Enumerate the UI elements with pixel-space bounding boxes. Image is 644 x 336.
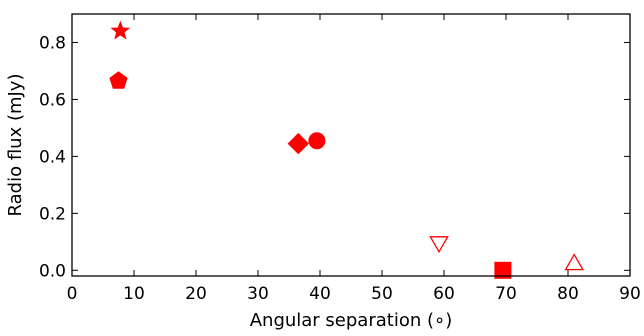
x-axis-label: Angular separation (∘) [250,310,453,331]
axis-ticks [71,14,631,276]
x-tick-label: 60 [433,284,455,304]
y-tick-label: 0.8 [39,33,66,53]
x-tick-label: 30 [247,284,269,304]
x-tick-label: 40 [309,284,331,304]
y-tick-label: 0.4 [39,147,66,167]
x-tick-label: 0 [67,284,78,304]
x-tick-label: 90 [619,284,641,304]
x-tick-label: 70 [495,284,517,304]
y-tick-label: 0.6 [39,90,66,110]
plot-frame [71,13,631,277]
data-point-pentagon [109,71,128,89]
data-point-star [110,20,131,40]
data-point-triangle-up [564,253,584,271]
data-points [109,20,584,279]
data-point-square [494,261,512,279]
x-tick-label: 50 [371,284,393,304]
x-tick-label: 10 [123,284,145,304]
data-point-diamond [287,132,310,155]
tick-labels: 0 10 20 30 40 50 60 70 80 90 0.0 0.2 0.4 0.6 0.8 [39,33,641,304]
data-point-circle [308,132,326,150]
x-tick-label: 80 [557,284,579,304]
y-tick-label: 0.2 [39,204,66,224]
y-tick-label: 0.0 [39,261,66,281]
y-axis-label: Radio flux (mJy) [5,74,26,217]
x-tick-label: 20 [185,284,207,304]
data-point-triangle-down [429,236,449,254]
